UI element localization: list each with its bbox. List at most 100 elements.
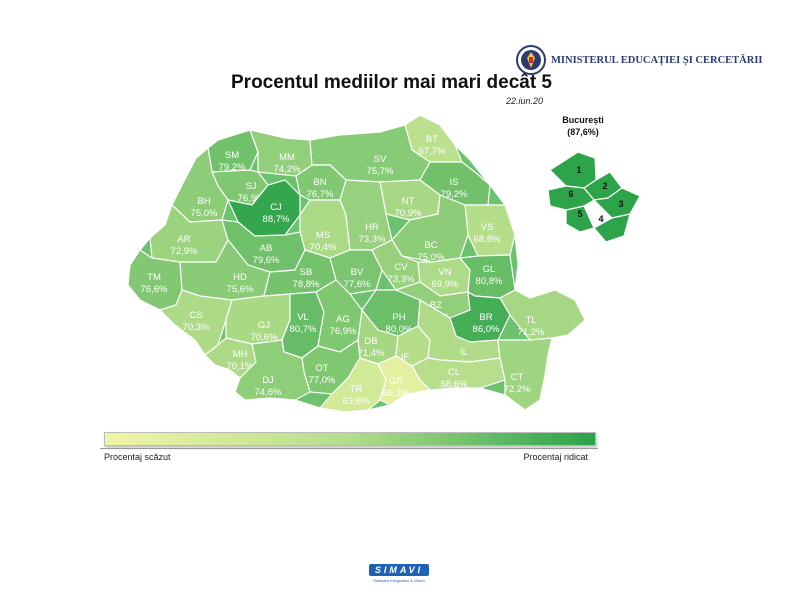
bucharest-sector-label: 3: [618, 199, 623, 209]
ministry-logo: MINISTERUL EDUCAȚIEI ȘI CERCETĂRII: [516, 44, 763, 76]
county-value-label: 68,8%: [474, 234, 501, 245]
county-value-label: 80,8%: [476, 276, 503, 287]
county-value-label: 72,9%: [171, 246, 198, 257]
county-shape-ct: [497, 337, 553, 411]
county-value-label: 71,2%: [518, 327, 545, 338]
county-code-label: TM: [147, 272, 161, 283]
county-code-label: NT: [402, 196, 415, 207]
county-value-label: 70,4%: [310, 242, 337, 253]
county-value-label: 68,6%: [441, 379, 468, 390]
county-value-label: 88,7%: [263, 214, 290, 225]
bucharest-sector-label: 5: [577, 209, 582, 219]
county-code-label: DB: [364, 336, 377, 347]
county-code-label: GL: [483, 264, 496, 275]
county-value-label: 76,9%: [238, 193, 265, 204]
county-code-label: VS: [481, 222, 494, 233]
county-code-label: GJ: [258, 320, 270, 331]
county-code-label: AR: [177, 234, 190, 245]
bucharest-sector-6: [547, 185, 595, 211]
county-code-label: CV: [394, 262, 408, 273]
county-code-label: CJ: [270, 202, 282, 213]
bucharest-sector-label: 4: [598, 214, 603, 224]
county-value-label: 75,0%: [418, 252, 445, 263]
county-value-label: 70,6%: [251, 332, 278, 343]
county-value-label: 73,3%: [388, 274, 415, 285]
county-value-label: 77,0%: [309, 375, 336, 386]
bucharest-inset-title: București (87,6%): [538, 114, 628, 138]
ministry-emblem-icon: [516, 45, 546, 75]
county-code-label: TL: [525, 315, 536, 326]
bucharest-value: (87,6%): [567, 127, 599, 137]
county-code-label: BT: [426, 134, 438, 145]
county-code-label: BV: [351, 267, 364, 278]
map-title: Procentul mediilor mai mari decât 5: [231, 72, 552, 93]
date-label: 22.iun.20: [506, 96, 544, 106]
county-code-label: BR: [479, 312, 492, 323]
county-value-label: 78,8%: [293, 279, 320, 290]
county-code-label: AG: [336, 314, 350, 325]
county-value-label: 72,2%: [504, 384, 531, 395]
county-value-label: 70,9%: [395, 208, 422, 219]
county-shape-gr: [377, 355, 432, 406]
county-value-label: 79,6%: [253, 255, 280, 266]
ministry-name: MINISTERUL EDUCAȚIEI ȘI CERCETĂRII: [551, 54, 763, 66]
county-value-label: 63,6%: [343, 396, 370, 407]
county-value-label: 77,6%: [344, 279, 371, 290]
county-code-label: PH: [392, 312, 405, 323]
county-value-label: 70,1%: [227, 361, 254, 372]
bucharest-sector-label: 6: [568, 189, 573, 199]
county-code-label: SM: [225, 150, 239, 161]
county-value-label: 76,6%: [141, 284, 168, 295]
county-code-label: BC: [424, 240, 437, 251]
simavi-logo: SIMAVI Software Integration & Vision: [366, 560, 432, 583]
bucharest-sector-4: [593, 213, 631, 243]
bucharest-sector-1: [549, 151, 597, 189]
county-code-label: SJ: [245, 181, 256, 192]
county-value-label: 76,9%: [330, 326, 357, 337]
county-value-label: 80,0%: [386, 324, 413, 335]
county-code-label: BZ: [430, 300, 442, 311]
legend-high-label: Procentaj ridicat: [523, 452, 588, 462]
county-shape-vs: [464, 204, 516, 257]
county-shape-dj: [234, 339, 311, 401]
county-code-label: IF: [401, 352, 410, 363]
county-code-label: BN: [313, 177, 326, 188]
legend-low-label: Procentaj scăzut: [104, 452, 171, 462]
county-code-label: HD: [233, 272, 247, 283]
county-value-label: 73,3%: [359, 234, 386, 245]
county-value-label: 75,6%: [227, 284, 254, 295]
bucharest-inset: 1 2 3 4 56: [547, 151, 641, 243]
county-code-label: AB: [260, 243, 273, 254]
county-value-label: 74,2%: [274, 164, 301, 175]
county-code-label: VL: [297, 312, 309, 323]
county-code-label: HR: [365, 222, 379, 233]
simavi-logo-text: SIMAVI: [368, 564, 430, 576]
bucharest-sector-label: 1: [576, 165, 581, 175]
county-value-label: 75,0%: [191, 208, 218, 219]
county-code-label: VN: [438, 267, 451, 278]
county-code-label: CS: [189, 310, 202, 321]
county-value-label: 79,2%: [219, 162, 246, 173]
county-code-label: MS: [316, 230, 330, 241]
county-code-label: GR: [389, 376, 403, 387]
bucharest-name: București: [562, 115, 604, 125]
county-code-label: MM: [279, 152, 295, 163]
county-value-label: 60,3%: [383, 388, 410, 399]
county-value-label: 76,7%: [307, 189, 334, 200]
county-shape-tl: [499, 289, 586, 341]
county-code-label: IS: [450, 177, 459, 188]
county-code-label: OT: [315, 363, 328, 374]
simavi-tagline: Software Integration & Vision: [373, 578, 425, 583]
county-value-label: 86,0%: [473, 324, 500, 335]
